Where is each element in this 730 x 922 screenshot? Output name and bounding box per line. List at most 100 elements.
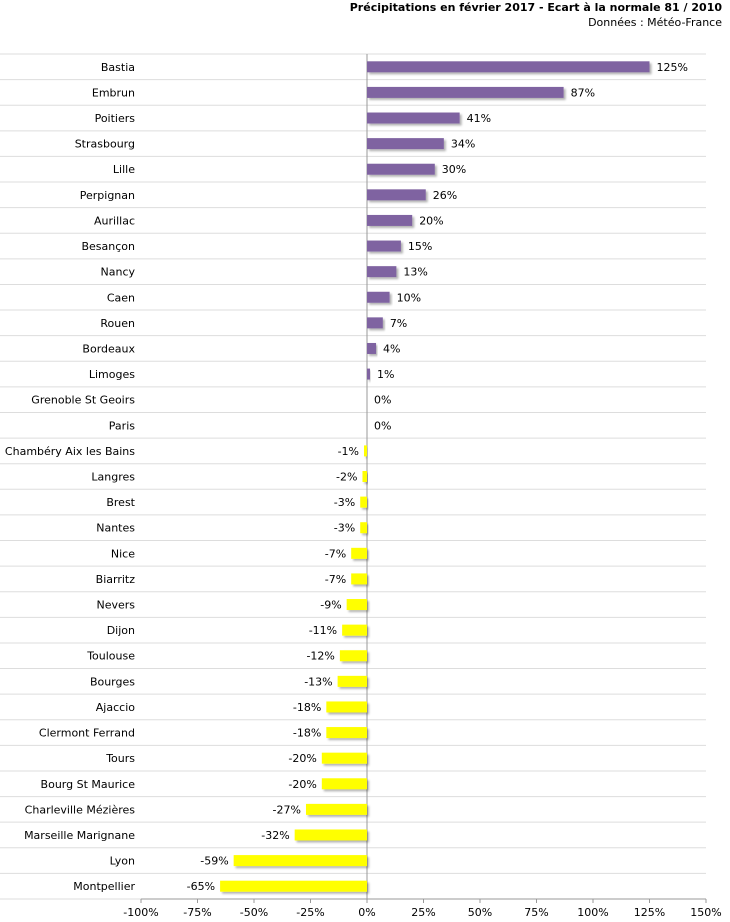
value-label: 0% [374, 419, 391, 432]
value-label: 4% [383, 342, 400, 355]
category-label: Nancy [101, 266, 136, 279]
bar [351, 573, 367, 585]
category-label: Bourges [90, 675, 135, 688]
bar [364, 445, 367, 457]
bar [367, 342, 377, 354]
bar [367, 138, 444, 150]
x-tick-label: 50% [468, 906, 492, 919]
bar [305, 803, 367, 815]
category-label: Clermont Ferrand [39, 727, 135, 740]
bar [367, 61, 650, 73]
bar [321, 752, 367, 764]
bar [367, 163, 435, 175]
value-label: -11% [309, 624, 337, 637]
category-label: Biarritz [96, 573, 136, 586]
bar [326, 701, 367, 713]
bar [337, 675, 367, 687]
value-label: -65% [187, 880, 215, 893]
value-label: -9% [320, 599, 341, 612]
value-label: 87% [571, 86, 595, 99]
x-tick-label: 150% [690, 906, 721, 919]
value-label: -27% [273, 803, 301, 816]
category-label: Nice [111, 547, 135, 560]
value-label: 26% [433, 189, 457, 202]
bar [367, 266, 397, 278]
category-label: Charleville Mézières [25, 803, 136, 816]
category-label: Rouen [100, 317, 135, 330]
category-label: Marseille Marignane [24, 829, 135, 842]
value-label: -7% [325, 547, 346, 560]
bar [294, 829, 367, 841]
category-label: Montpellier [73, 880, 135, 893]
category-label: Bordeaux [82, 342, 135, 355]
value-label: -20% [288, 752, 316, 765]
bar [367, 240, 401, 252]
category-label: Chambéry Aix les Bains [5, 445, 135, 458]
category-label: Limoges [89, 368, 135, 381]
bar [326, 727, 367, 739]
category-label: Strasbourg [75, 138, 135, 151]
bar [339, 650, 367, 662]
category-label: Aurillac [94, 214, 135, 227]
x-tick-label: 125% [634, 906, 665, 919]
x-tick-label: -50% [240, 906, 268, 919]
value-label: 13% [403, 266, 427, 279]
category-label: Nantes [96, 522, 135, 535]
x-tick-label: -25% [296, 906, 324, 919]
category-label: Bastia [101, 61, 135, 74]
category-label: Grenoble St Geoirs [31, 394, 135, 407]
value-label: 1% [377, 368, 394, 381]
bar [321, 778, 367, 790]
category-label: Nevers [96, 599, 135, 612]
category-label: Tours [105, 752, 135, 765]
value-label: -7% [325, 573, 346, 586]
bar [346, 599, 367, 611]
bar [367, 317, 383, 329]
value-label: 0% [374, 394, 391, 407]
bar [360, 522, 367, 534]
bar [367, 189, 426, 201]
category-label: Caen [107, 291, 135, 304]
value-label: -3% [334, 496, 355, 509]
bar [360, 496, 367, 508]
value-label: 10% [397, 291, 421, 304]
category-label: Poitiers [95, 112, 136, 125]
bar [351, 547, 367, 559]
bar [367, 112, 460, 124]
value-label: 34% [451, 138, 475, 151]
category-label: Lyon [110, 855, 135, 868]
chart-subtitle: Données : Météo-France [588, 16, 722, 29]
x-tick-label: -100% [123, 906, 158, 919]
category-label: Bourg St Maurice [41, 778, 136, 791]
x-tick-label: 75% [524, 906, 548, 919]
value-label: 125% [657, 61, 688, 74]
category-label: Langres [91, 471, 135, 484]
bar [367, 214, 413, 226]
category-label: Brest [106, 496, 135, 509]
category-label: Embrun [92, 86, 135, 99]
value-label: -13% [304, 675, 332, 688]
value-label: -2% [336, 471, 357, 484]
bar [367, 368, 370, 380]
value-label: 15% [408, 240, 432, 253]
value-label: -3% [334, 522, 355, 535]
value-label: -18% [293, 727, 321, 740]
x-tick-label: 0% [358, 906, 375, 919]
chart-title: Précipitations en février 2017 - Ecart à… [349, 1, 722, 14]
category-label: Besançon [81, 240, 135, 253]
value-label: -12% [306, 650, 334, 663]
bar [367, 291, 390, 303]
category-label: Dijon [107, 624, 135, 637]
value-label: -1% [338, 445, 359, 458]
category-label: Perpignan [80, 189, 135, 202]
bars [220, 61, 650, 892]
category-label: Toulouse [86, 650, 135, 663]
bar [220, 880, 367, 892]
x-tick-label: -75% [183, 906, 211, 919]
category-label: Ajaccio [96, 701, 135, 714]
value-label: 7% [390, 317, 407, 330]
bar [233, 855, 367, 867]
value-label: -20% [288, 778, 316, 791]
x-tick-label: 25% [411, 906, 435, 919]
